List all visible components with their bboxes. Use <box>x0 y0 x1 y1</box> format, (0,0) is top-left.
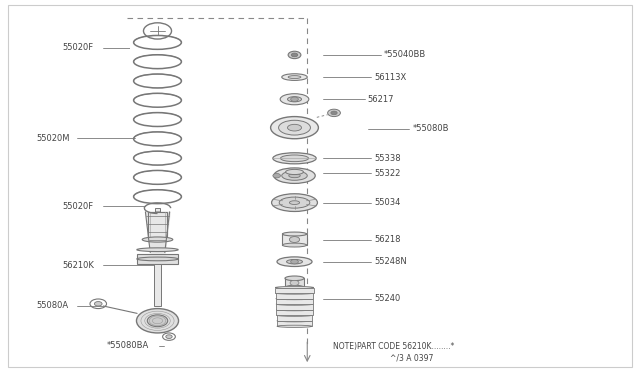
Bar <box>276 299 313 304</box>
Ellipse shape <box>285 169 303 174</box>
Ellipse shape <box>278 120 310 135</box>
Bar <box>150 214 164 221</box>
Bar <box>131 43 184 50</box>
Bar <box>154 263 161 306</box>
Ellipse shape <box>273 153 316 164</box>
Ellipse shape <box>150 213 164 215</box>
Bar <box>276 293 314 299</box>
Ellipse shape <box>282 171 307 180</box>
Circle shape <box>291 53 298 57</box>
Text: 56113X: 56113X <box>374 73 406 81</box>
Bar <box>131 81 184 88</box>
Bar <box>131 178 184 185</box>
Circle shape <box>331 111 337 115</box>
Ellipse shape <box>277 320 312 322</box>
Bar <box>131 101 184 108</box>
Ellipse shape <box>277 325 312 327</box>
Bar <box>275 288 314 293</box>
Ellipse shape <box>276 303 313 305</box>
Ellipse shape <box>287 260 303 264</box>
Ellipse shape <box>288 76 301 78</box>
Ellipse shape <box>276 298 313 300</box>
Bar <box>148 212 167 240</box>
Circle shape <box>291 97 298 102</box>
Ellipse shape <box>282 74 307 80</box>
Circle shape <box>273 173 280 178</box>
Ellipse shape <box>142 237 173 242</box>
Circle shape <box>288 51 301 59</box>
Bar <box>276 315 312 321</box>
Ellipse shape <box>137 257 178 261</box>
Circle shape <box>166 335 172 339</box>
Ellipse shape <box>271 116 319 139</box>
Ellipse shape <box>289 174 300 178</box>
Bar <box>276 310 312 315</box>
Bar <box>131 139 184 146</box>
Ellipse shape <box>275 286 314 289</box>
Bar <box>137 254 178 263</box>
Text: 56210K: 56210K <box>62 261 94 270</box>
Bar <box>276 304 313 310</box>
Text: 55020F: 55020F <box>62 202 93 211</box>
Bar <box>282 234 307 245</box>
Bar <box>131 158 184 166</box>
Text: 55020F: 55020F <box>62 43 93 52</box>
Ellipse shape <box>287 97 301 102</box>
Text: 55020M: 55020M <box>36 134 70 142</box>
Ellipse shape <box>287 124 301 131</box>
Circle shape <box>328 109 340 116</box>
Text: ^/3 A 0397: ^/3 A 0397 <box>390 353 433 362</box>
Circle shape <box>95 302 102 306</box>
Bar <box>131 62 184 69</box>
Text: 55240: 55240 <box>374 294 401 303</box>
Text: NOTE)PART CODE 56210K........*: NOTE)PART CODE 56210K........* <box>333 342 454 351</box>
Text: 55080A: 55080A <box>36 301 68 311</box>
Ellipse shape <box>289 201 300 205</box>
Text: 55034: 55034 <box>374 198 401 207</box>
Ellipse shape <box>276 292 314 294</box>
Text: 56217: 56217 <box>368 95 394 104</box>
Bar <box>285 278 304 288</box>
Ellipse shape <box>282 243 307 247</box>
Bar <box>151 222 164 227</box>
Ellipse shape <box>276 309 312 311</box>
Ellipse shape <box>280 155 308 161</box>
Ellipse shape <box>277 257 312 266</box>
Ellipse shape <box>271 194 317 211</box>
Ellipse shape <box>274 168 316 183</box>
Ellipse shape <box>276 314 312 316</box>
Circle shape <box>291 260 298 264</box>
Ellipse shape <box>137 248 178 251</box>
Ellipse shape <box>280 94 309 105</box>
Bar <box>131 120 184 127</box>
Text: *55080BA: *55080BA <box>106 341 148 350</box>
Bar <box>155 208 160 238</box>
Ellipse shape <box>279 197 310 208</box>
Text: 55322: 55322 <box>374 169 401 177</box>
Text: 56218: 56218 <box>374 235 401 244</box>
Circle shape <box>289 237 300 243</box>
Circle shape <box>147 315 168 327</box>
Ellipse shape <box>282 232 307 236</box>
Ellipse shape <box>151 221 164 223</box>
Circle shape <box>290 280 299 285</box>
Ellipse shape <box>151 224 164 225</box>
Text: 55248N: 55248N <box>374 257 407 266</box>
Text: *55040BB: *55040BB <box>384 51 426 60</box>
Text: 55338: 55338 <box>374 154 401 163</box>
Ellipse shape <box>150 217 164 218</box>
Ellipse shape <box>285 276 304 280</box>
Bar <box>131 197 184 204</box>
Text: *55080B: *55080B <box>412 124 449 133</box>
Bar <box>277 321 312 326</box>
Ellipse shape <box>285 285 304 290</box>
Circle shape <box>136 309 179 333</box>
